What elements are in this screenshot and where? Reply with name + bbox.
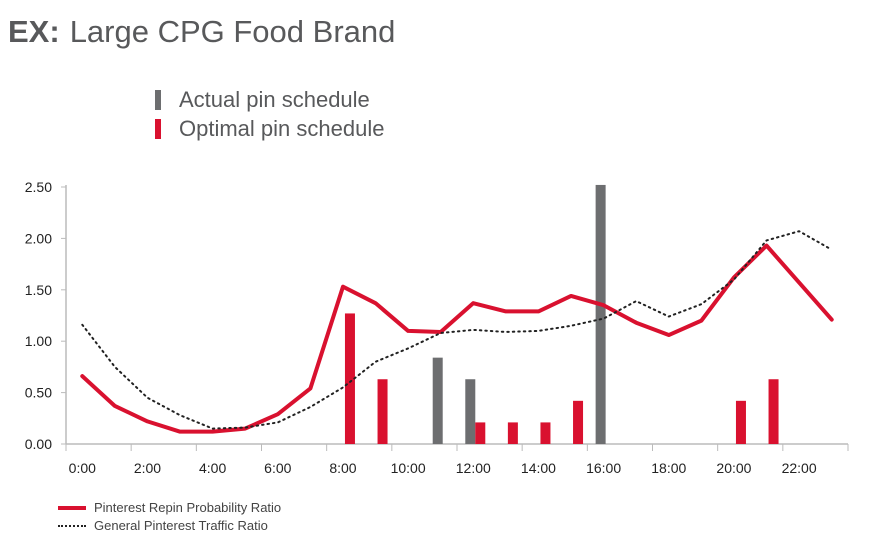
title-text: Large CPG Food Brand bbox=[69, 14, 396, 49]
x-tick-label: 18:00 bbox=[651, 460, 686, 476]
bar-actual bbox=[432, 357, 443, 444]
bar-optimal bbox=[377, 379, 388, 444]
x-tick-label: 12:00 bbox=[456, 460, 491, 476]
legend-label-traffic: General Pinterest Traffic Ratio bbox=[94, 518, 268, 533]
x-tick-label: 16:00 bbox=[586, 460, 621, 476]
y-tick-label: 2.50 bbox=[25, 179, 52, 195]
page-title: EX: Large CPG Food Brand bbox=[8, 14, 395, 50]
legend-label-repin: Pinterest Repin Probability Ratio bbox=[94, 500, 282, 515]
legend-traffic: General Pinterest Traffic Ratio bbox=[58, 518, 268, 533]
bar-optimal bbox=[540, 422, 551, 444]
bar-optimal bbox=[344, 313, 355, 444]
line-traffic-ratio bbox=[81, 230, 833, 430]
line-repin-probability bbox=[80, 243, 834, 434]
x-tick-label: 14:00 bbox=[521, 460, 556, 476]
x-tick-label: 20:00 bbox=[716, 460, 751, 476]
y-tick-label: 1.50 bbox=[25, 282, 52, 298]
x-tick-label: 2:00 bbox=[134, 460, 161, 476]
title-prefix: EX: bbox=[8, 14, 60, 49]
x-tick-label: 4:00 bbox=[199, 460, 226, 476]
bar-actual bbox=[595, 184, 606, 444]
legend-actual: Actual pin schedule bbox=[155, 87, 370, 113]
legend-line-repin bbox=[58, 505, 86, 510]
legend-optimal: Optimal pin schedule bbox=[155, 116, 384, 142]
y-tick-label: 0.50 bbox=[25, 385, 52, 401]
bar-actual bbox=[465, 379, 476, 444]
legend-swatch-actual bbox=[155, 90, 161, 110]
legend-label-actual: Actual pin schedule bbox=[179, 87, 370, 112]
x-tick-label: 6:00 bbox=[264, 460, 291, 476]
bar-optimal bbox=[475, 422, 486, 444]
y-tick-label: 2.00 bbox=[25, 230, 52, 246]
y-tick-label: 0.00 bbox=[25, 436, 52, 452]
x-tick-label: 22:00 bbox=[782, 460, 817, 476]
bar-optimal bbox=[768, 379, 779, 444]
x-tick-label: 10:00 bbox=[391, 460, 426, 476]
legend-line-traffic bbox=[58, 524, 86, 527]
bar-optimal bbox=[573, 400, 584, 444]
x-tick-label: 8:00 bbox=[329, 460, 356, 476]
legend-swatch-optimal bbox=[155, 119, 161, 139]
x-tick-label: 0:00 bbox=[69, 460, 96, 476]
bar-optimal bbox=[735, 400, 746, 444]
bar-optimal bbox=[507, 422, 518, 444]
y-tick-label: 1.00 bbox=[25, 333, 52, 349]
legend-label-optimal: Optimal pin schedule bbox=[179, 116, 385, 141]
legend-repin: Pinterest Repin Probability Ratio bbox=[58, 500, 281, 515]
